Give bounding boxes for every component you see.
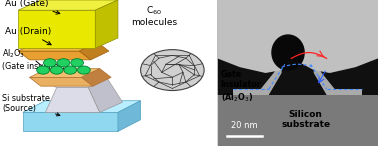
Polygon shape (233, 89, 269, 95)
Text: C$_{60}$
molecules: C$_{60}$ molecules (131, 4, 177, 27)
Polygon shape (39, 77, 107, 88)
Polygon shape (18, 10, 95, 48)
Circle shape (64, 66, 77, 74)
Polygon shape (18, 51, 91, 60)
Text: SiO$_2$: SiO$_2$ (327, 59, 348, 72)
Text: Al$_2$O$_3$
(Gate insulator): Al$_2$O$_3$ (Gate insulator) (2, 48, 65, 71)
Text: Gate
Insulator
(Al$_2$O$_3$): Gate Insulator (Al$_2$O$_3$) (220, 70, 261, 104)
Polygon shape (327, 89, 362, 95)
Text: Si substrate
(Source): Si substrate (Source) (2, 94, 60, 116)
Text: Au (Drain): Au (Drain) (5, 27, 51, 45)
Polygon shape (82, 69, 111, 86)
Polygon shape (88, 77, 122, 112)
Circle shape (141, 50, 204, 91)
Circle shape (50, 66, 63, 74)
Polygon shape (246, 61, 282, 95)
Circle shape (77, 66, 90, 74)
Polygon shape (23, 101, 141, 112)
Circle shape (43, 59, 56, 67)
Polygon shape (269, 73, 327, 95)
Circle shape (71, 59, 84, 67)
Polygon shape (45, 88, 100, 112)
Polygon shape (217, 95, 378, 146)
Polygon shape (18, 42, 98, 51)
Polygon shape (29, 77, 93, 86)
Polygon shape (314, 61, 349, 95)
Text: Silicon
substrate: Silicon substrate (281, 110, 330, 129)
Text: Gate
(Au): Gate (Au) (341, 6, 365, 25)
Polygon shape (118, 101, 141, 131)
Circle shape (57, 59, 70, 67)
Text: Drain
(Au): Drain (Au) (243, 12, 284, 33)
Polygon shape (18, 0, 118, 10)
Polygon shape (23, 112, 118, 131)
Circle shape (37, 66, 50, 74)
Text: Al$_2$O$_3$: Al$_2$O$_3$ (330, 40, 356, 53)
Polygon shape (29, 69, 100, 77)
Polygon shape (79, 42, 109, 60)
Polygon shape (272, 35, 304, 70)
Text: Au (Gate): Au (Gate) (5, 0, 60, 14)
Polygon shape (217, 0, 378, 73)
Polygon shape (95, 0, 118, 48)
Text: 20 nm: 20 nm (231, 121, 258, 130)
